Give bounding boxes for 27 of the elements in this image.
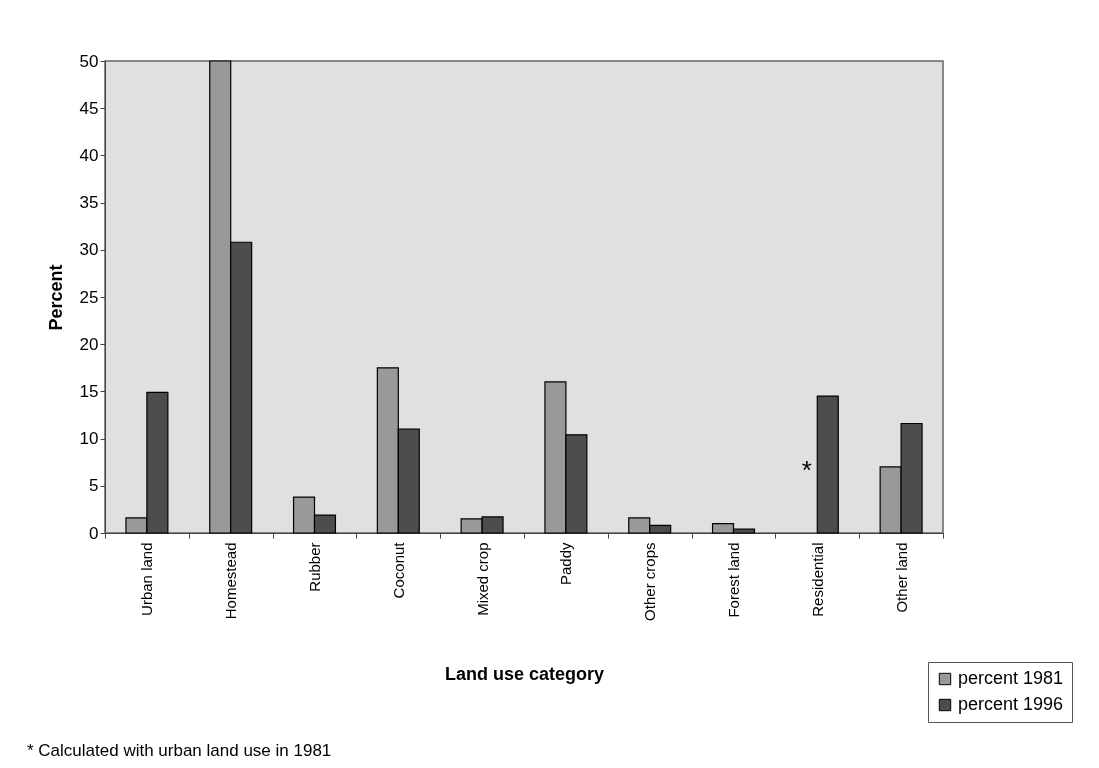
x-tick-label: Rubber xyxy=(306,542,323,592)
x-tick-label: Urban land xyxy=(138,542,156,616)
x-tick-label: Mixed crop xyxy=(473,542,491,616)
y-tick-label: 45 xyxy=(79,98,99,118)
x-axis-title: Land use category xyxy=(444,663,605,684)
y-tick-label: 25 xyxy=(79,287,99,307)
text: * Calculated with urban land use in 1981 xyxy=(27,741,332,760)
y-tick-label: 15 xyxy=(79,381,99,401)
y-tick-label: 0 xyxy=(89,523,99,543)
y-tick-label: 30 xyxy=(79,240,99,260)
y-tick-label: 20 xyxy=(79,334,99,354)
x-tick-label: Homestead xyxy=(222,542,240,620)
y-tick-label: 35 xyxy=(79,193,99,213)
annotation: * xyxy=(801,454,812,485)
y-tick-label: 10 xyxy=(79,429,99,449)
x-tick-label: Residential xyxy=(808,542,826,617)
y-tick-label: 50 xyxy=(79,51,99,71)
x-tick-label: Coconut xyxy=(389,541,407,599)
y-tick-label: 40 xyxy=(79,145,99,165)
legend-label: percent 1981 xyxy=(958,668,1064,688)
x-tick-label: Paddy xyxy=(557,542,575,586)
x-tick-label: Forest land xyxy=(725,542,742,618)
x-tick-label: Other crops xyxy=(641,542,659,621)
y-axis-title: Percent xyxy=(45,264,66,331)
legend-label: percent 1996 xyxy=(958,694,1064,714)
x-tick-label: Other land xyxy=(892,542,910,613)
y-tick-label: 5 xyxy=(89,476,99,496)
